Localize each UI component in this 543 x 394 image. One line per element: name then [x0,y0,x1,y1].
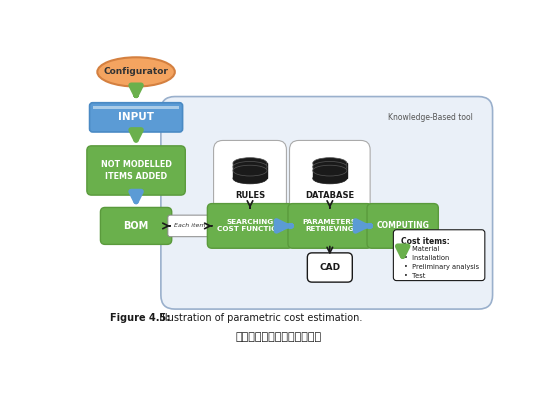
Text: Knowledge-Based tool: Knowledge-Based tool [388,113,472,123]
Text: Cost items:: Cost items: [401,238,450,247]
Text: •  Installation: • Installation [404,255,450,261]
Ellipse shape [97,57,175,87]
Text: NOT MODELLED
ITEMS ADDED: NOT MODELLED ITEMS ADDED [100,160,172,180]
Text: •  Test: • Test [404,273,426,279]
Bar [93,106,180,109]
Text: RULES: RULES [235,191,265,201]
FancyBboxPatch shape [207,204,293,248]
FancyBboxPatch shape [87,146,185,195]
Ellipse shape [313,165,347,176]
Text: BOM: BOM [123,221,149,231]
FancyBboxPatch shape [307,253,352,282]
FancyBboxPatch shape [289,140,370,214]
Text: COMPUTING: COMPUTING [376,221,429,230]
Text: Figure 4.5:: Figure 4.5: [110,313,171,323]
FancyBboxPatch shape [161,97,493,309]
Text: PARAMETERS
RETRIEVING: PARAMETERS RETRIEVING [303,219,357,232]
Bar [233,163,267,178]
Ellipse shape [313,158,347,169]
Text: DATABASE: DATABASE [305,191,355,201]
Ellipse shape [233,173,267,184]
Text: INPUT: INPUT [118,112,154,123]
FancyBboxPatch shape [393,230,485,281]
FancyBboxPatch shape [213,140,286,214]
Text: •  Preliminary analysis: • Preliminary analysis [404,264,479,269]
FancyBboxPatch shape [288,204,371,248]
Ellipse shape [233,158,267,169]
Text: CAD: CAD [319,263,340,272]
Text: Configurator: Configurator [104,67,168,76]
FancyBboxPatch shape [367,204,438,248]
Text: Illustration of parametric cost estimation.: Illustration of parametric cost estimati… [153,313,363,323]
Text: SEARCHING
COST FUNCTION: SEARCHING COST FUNCTION [217,219,283,232]
Ellipse shape [233,165,267,176]
FancyBboxPatch shape [100,207,172,244]
Ellipse shape [313,173,347,184]
FancyBboxPatch shape [90,103,182,132]
Ellipse shape [313,162,347,172]
FancyBboxPatch shape [168,215,211,237]
Ellipse shape [233,162,267,172]
Text: •  Material: • Material [404,246,439,252]
Bar [313,163,347,178]
Text: コスト評価のフローチャート: コスト評価のフローチャート [235,332,321,342]
Text: Each item: Each item [174,223,205,229]
